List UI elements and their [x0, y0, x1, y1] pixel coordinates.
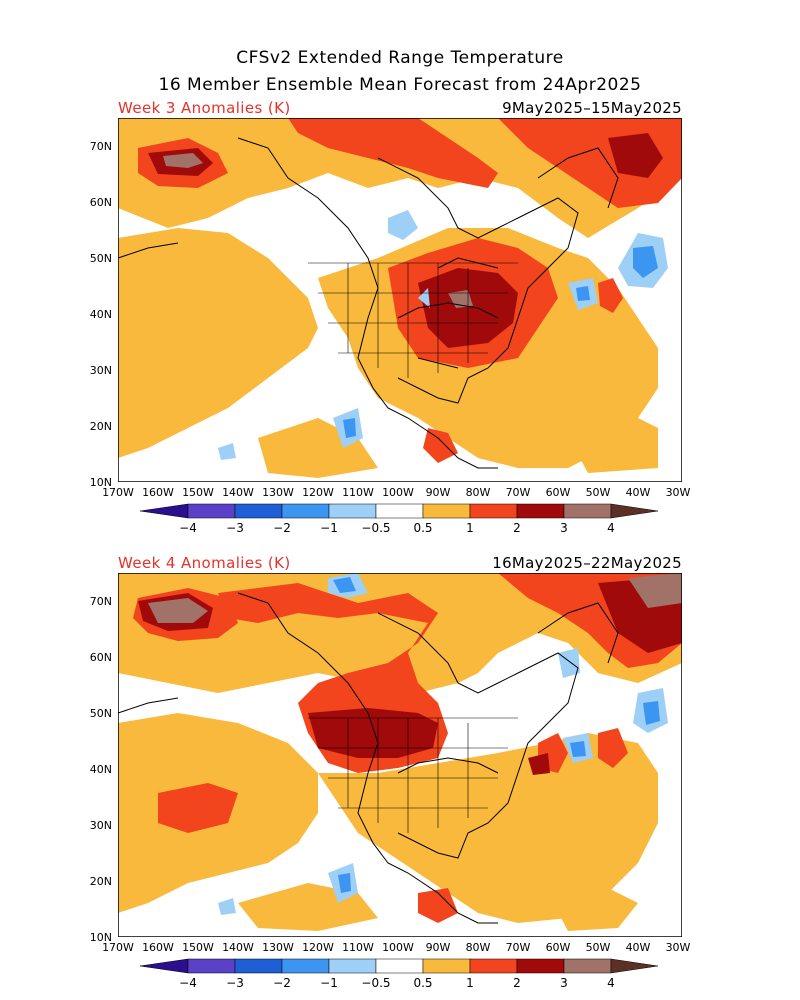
chart-title-line2: 16 Member Ensemble Mean Forecast from 24…: [158, 75, 642, 95]
chart-title-line1: CFSv2 Extended Range Temperature: [236, 48, 564, 68]
week3-cbar-label: 3: [560, 521, 568, 535]
week3-label: Week 3 Anomalies (K): [118, 99, 291, 117]
week4-lon-label: 40W: [625, 941, 651, 954]
week3-cbar-label: −4: [179, 521, 197, 535]
week4-cbar-label: 1: [466, 976, 474, 990]
week3-lon-label: 60W: [545, 486, 571, 499]
week3-lat-label: 30N: [89, 364, 112, 377]
week4-label: Week 4 Anomalies (K): [118, 554, 291, 572]
week3-cbar-label: −3: [226, 521, 244, 535]
week3-lat-label: 20N: [89, 420, 112, 433]
week3-cbar-label: −2: [273, 521, 291, 535]
week4-lon-label: 100W: [382, 941, 414, 954]
week4-lon-label: 30W: [665, 941, 691, 954]
week4-cbar-label: 3: [560, 976, 568, 990]
week3-lon-label: 30W: [665, 486, 691, 499]
week3-lon-label: 50W: [585, 486, 611, 499]
week3-colorbar-svg: [139, 503, 659, 519]
week4-lat-label: 20N: [89, 875, 112, 888]
week4-lon-label: 150W: [182, 941, 214, 954]
week4-lat-label: 70N: [89, 595, 112, 608]
week3-lon-label: 110W: [342, 486, 374, 499]
week3-cbar-label: 4: [607, 521, 615, 535]
week4-lon-label: 130W: [262, 941, 294, 954]
week4-lat-label: 50N: [89, 707, 112, 720]
week3-cbar-label: −0.5: [361, 521, 391, 535]
week4-lat-label: 60N: [89, 651, 112, 664]
week3-lat-label: 70N: [89, 140, 112, 153]
week4-cbar-label: −1: [320, 976, 338, 990]
week4-cbar-label: −3: [226, 976, 244, 990]
week4-lat-label: 30N: [89, 819, 112, 832]
week3-cbar-label: 1: [466, 521, 474, 535]
week3-colorbar: [139, 502, 660, 524]
week3-lon-label: 170W: [102, 486, 134, 499]
week3-lon-label: 100W: [382, 486, 414, 499]
week4-lon-label: 120W: [302, 941, 334, 954]
week3-lon-label: 130W: [262, 486, 294, 499]
week4-colorbar: [139, 957, 660, 979]
week3-lon-label: 120W: [302, 486, 334, 499]
week4-cbar-label: −2: [273, 976, 291, 990]
week3-lon-label: 150W: [182, 486, 214, 499]
week4-cbar-label: −4: [179, 976, 197, 990]
week4-lon-label: 160W: [142, 941, 174, 954]
week4-lon-label: 60W: [545, 941, 571, 954]
week4-cbar-label: 2: [513, 976, 521, 990]
week4-lon-label: 170W: [102, 941, 134, 954]
week3-lon-label: 160W: [142, 486, 174, 499]
week3-map-svg: [118, 118, 682, 482]
week4-lat-label: 40N: [89, 763, 112, 776]
week4-lon-label: 90W: [425, 941, 451, 954]
week3-lat-label: 40N: [89, 308, 112, 321]
week4-colorbar-svg: [139, 958, 659, 974]
week3-lat-label: 50N: [89, 252, 112, 265]
week4-lon-label: 140W: [222, 941, 254, 954]
week4-map-svg: [118, 573, 682, 937]
week4-lat-label: 10N: [89, 931, 112, 944]
week3-dates: 9May2025–15May2025: [502, 99, 682, 117]
week4-cbar-label: 4: [607, 976, 615, 990]
week4-map: [118, 573, 682, 937]
week4-lon-label: 50W: [585, 941, 611, 954]
week4-dates: 16May2025–22May2025: [492, 554, 682, 572]
week3-lon-label: 140W: [222, 486, 254, 499]
week3-cbar-label: −1: [320, 521, 338, 535]
week4-lon-label: 110W: [342, 941, 374, 954]
week3-lon-label: 40W: [625, 486, 651, 499]
week3-cbar-label: 2: [513, 521, 521, 535]
week3-map: [118, 118, 682, 482]
week4-lon-label: 70W: [505, 941, 531, 954]
week3-lon-label: 80W: [465, 486, 491, 499]
week4-cbar-label: 0.5: [413, 976, 433, 990]
week4-lon-label: 80W: [465, 941, 491, 954]
week3-lat-label: 60N: [89, 196, 112, 209]
week3-lon-label: 70W: [505, 486, 531, 499]
week4-cbar-label: −0.5: [361, 976, 391, 990]
week3-lat-label: 10N: [89, 476, 112, 489]
week3-lon-label: 90W: [425, 486, 451, 499]
week3-cbar-label: 0.5: [413, 521, 433, 535]
